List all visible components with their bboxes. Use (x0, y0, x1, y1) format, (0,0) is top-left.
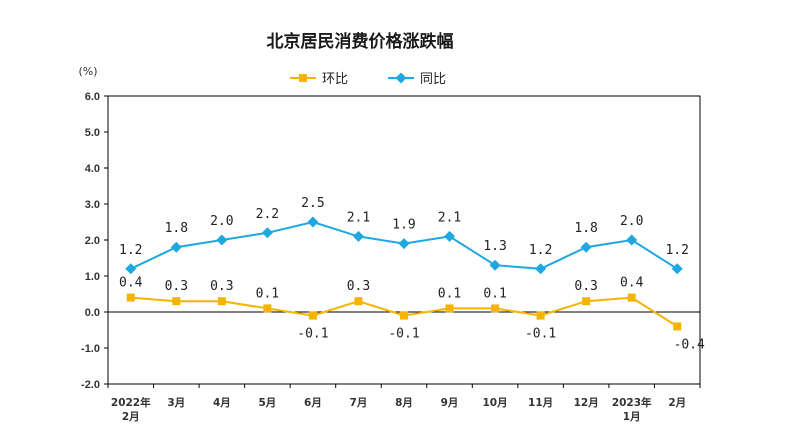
data-label: 0.3 (574, 279, 597, 294)
data-label: 1.2 (529, 243, 552, 258)
legend: 环比 同比 (290, 72, 446, 87)
data-label: 0.1 (438, 286, 461, 301)
x-tick-label: 7月 (350, 397, 368, 409)
x-tick-label: 1月 (623, 411, 641, 423)
y-tick-label: 1.0 (85, 271, 100, 283)
data-label: -0.1 (297, 327, 328, 342)
series-1-point (261, 227, 273, 239)
series-0-point (627, 293, 636, 302)
x-tick-label: 8月 (395, 397, 413, 409)
series-0-point (217, 297, 226, 306)
y-tick-label: 2.0 (85, 235, 100, 247)
y-tick-label: -2.0 (81, 379, 100, 391)
series-1-point (444, 230, 456, 242)
data-label: 1.9 (392, 218, 415, 233)
series-0-point (308, 311, 317, 320)
data-label: 0.1 (256, 286, 279, 301)
plot-axes: 6.0 5.0 4.0 3.0 2.0 1.0 0.0 -1.0 -2.0 2022年 2月 3月 4月… (81, 91, 701, 423)
data-label: 1.2 (665, 243, 688, 258)
x-tick-label: 2022年 (111, 396, 151, 409)
data-label: 2.1 (438, 210, 461, 225)
series-1-point (170, 241, 182, 253)
data-label: 1.3 (483, 239, 506, 254)
series-1-point (535, 263, 547, 275)
series-1-point (626, 234, 638, 246)
series-layer (125, 216, 683, 331)
y-tick-label: -1.0 (81, 343, 100, 355)
x-tick-label: 2023年 (612, 396, 652, 409)
data-label: 2.5 (301, 196, 324, 211)
y-tick-label: 6.0 (85, 91, 100, 103)
series-1-point (671, 263, 683, 275)
data-label: 1.8 (165, 221, 188, 236)
series-0-point (400, 311, 408, 320)
series-1-point (125, 263, 137, 275)
x-tick-label: 2月 (668, 397, 686, 409)
y-axis-unit: (%) (78, 65, 97, 78)
series-0-point (172, 297, 181, 306)
series-1-point (352, 230, 364, 242)
data-label: -0.4 (674, 337, 705, 352)
data-label: -0.1 (388, 327, 419, 342)
series-0-point (263, 304, 272, 313)
series-1-point (489, 259, 501, 271)
y-tick-label: 4.0 (85, 163, 100, 175)
x-tick-label: 4月 (213, 397, 231, 409)
chart-title: 北京居民消费价格涨跌幅 (267, 31, 454, 52)
data-label: 0.3 (210, 279, 233, 294)
series-1-point (580, 241, 592, 253)
y-tick-label: 0.0 (85, 307, 100, 319)
legend-marker-0 (299, 74, 307, 82)
x-tick-label: 12月 (574, 397, 599, 409)
data-labels: 0.4 0.3 0.3 0.1 -0.1 0.3 -0.1 0.1 0.1 -0.1 0.3 0.4 -… (119, 196, 705, 352)
series-1-point (216, 234, 228, 246)
data-label: 2.0 (620, 214, 643, 229)
data-label: 2.0 (210, 214, 233, 229)
x-tick-label: 2月 (122, 411, 140, 423)
x-tick-label: 9月 (441, 397, 459, 409)
x-tick-label: 11月 (528, 397, 553, 409)
data-label: 2.1 (347, 210, 370, 225)
data-label: 0.3 (347, 279, 370, 294)
data-label: 0.4 (620, 276, 644, 291)
series-0-point (491, 304, 500, 313)
x-tick-label: 3月 (167, 397, 185, 409)
data-label: 2.2 (256, 207, 279, 222)
x-tick-label: 10月 (483, 397, 508, 409)
legend-marker-1 (395, 72, 407, 84)
x-tick-label: 6月 (304, 397, 322, 409)
series-0-point (582, 297, 591, 306)
data-label: 0.1 (483, 286, 506, 301)
series-0-point (536, 311, 545, 320)
series-0-point (354, 297, 363, 306)
series-1-point (307, 216, 319, 228)
series-1-point (398, 238, 410, 250)
data-label: 0.4 (119, 276, 143, 291)
data-label: 0.3 (165, 279, 188, 294)
series-0-point (673, 322, 682, 331)
y-tick-label: 3.0 (85, 199, 100, 211)
data-label: 1.2 (119, 243, 142, 258)
data-label: 1.8 (574, 221, 597, 236)
legend-label-0: 环比 (322, 72, 348, 87)
legend-label-1: 同比 (420, 72, 446, 87)
y-tick-label: 5.0 (85, 127, 100, 139)
x-tick-label: 5月 (258, 397, 276, 409)
data-label: -0.1 (525, 327, 556, 342)
series-0-point (126, 293, 135, 302)
series-0-point (445, 304, 454, 313)
